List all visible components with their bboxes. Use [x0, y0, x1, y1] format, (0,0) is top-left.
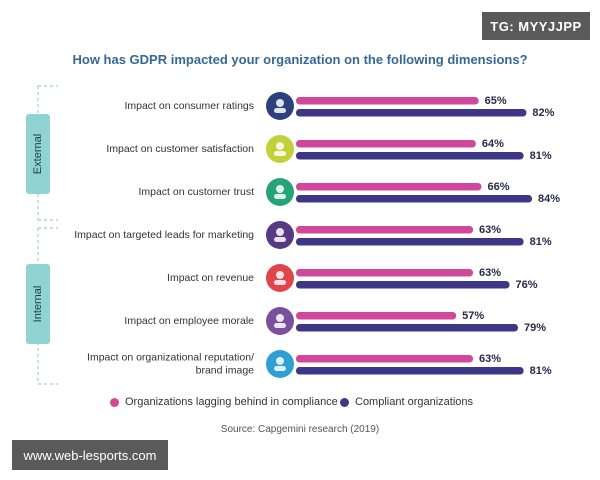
group-label-box — [26, 114, 50, 194]
telegram-badge: TG: MYYJJPP — [482, 12, 590, 40]
bar-value-label: 63% — [479, 224, 501, 236]
bar-value-label: 63% — [479, 267, 501, 279]
category-label: Impact on customer trust — [138, 186, 254, 198]
bar-value-label: 57% — [462, 310, 484, 322]
customer-satisfaction-icon-glyph-head — [276, 142, 284, 150]
bar — [296, 140, 476, 148]
targeted-leads-icon-glyph-head — [276, 228, 284, 236]
category-label: Impact on consumer ratings — [124, 100, 254, 112]
customer-satisfaction-icon-glyph-body — [274, 151, 286, 156]
legend-label-lagging: Organizations lagging behind in complian… — [125, 396, 338, 408]
legend-label-compliant: Compliant organizations — [355, 396, 474, 408]
bar-value-label: 81% — [530, 150, 552, 162]
chart-title: How has GDPR impacted your organization … — [72, 52, 528, 67]
bar — [296, 109, 527, 117]
chart-legend: Organizations lagging behind in complian… — [0, 396, 600, 414]
bar — [296, 183, 482, 191]
legend-item-compliant: Compliant organizations — [340, 396, 473, 408]
bar — [296, 355, 474, 363]
bar — [296, 367, 524, 375]
category-label: Impact on customer satisfaction — [106, 143, 254, 155]
group-label: External — [32, 134, 44, 174]
bar-value-label: 81% — [530, 365, 552, 377]
website-watermark: www.web-lesports.com — [12, 440, 168, 470]
customer-trust-icon-glyph-head — [276, 185, 284, 193]
chart-source: Source: Capgemini research (2019) — [220, 424, 380, 435]
bar-value-label: 76% — [516, 279, 538, 291]
employee-morale-icon-glyph-head — [276, 314, 284, 322]
legend-swatch-compliant — [340, 397, 349, 407]
legend-swatch-lagging — [110, 397, 119, 407]
category-label: brand image — [196, 364, 255, 376]
bar — [296, 269, 474, 277]
consumer-ratings-icon-glyph-head — [276, 99, 284, 107]
group-label: Internal — [32, 286, 44, 323]
bar — [296, 152, 524, 160]
bar — [296, 97, 479, 105]
bar-value-label: 64% — [482, 138, 504, 150]
bar-value-label: 79% — [524, 322, 546, 334]
category-label: Impact on targeted leads for marketing — [74, 229, 254, 241]
targeted-leads-icon-glyph-body — [274, 237, 286, 242]
bar — [296, 195, 533, 203]
consumer-ratings-icon-glyph-body — [274, 108, 286, 113]
bar-value-label: 81% — [530, 236, 552, 248]
employee-morale-icon-glyph-body — [274, 323, 286, 328]
legend-item-lagging: Organizations lagging behind in complian… — [110, 396, 338, 408]
category-label: Impact on revenue — [167, 272, 254, 284]
bar — [296, 324, 518, 332]
bar-value-label: 82% — [532, 107, 554, 119]
bar-value-label: 66% — [487, 181, 509, 193]
group-label-box — [26, 264, 50, 344]
bar-value-label: 84% — [538, 193, 560, 205]
revenue-icon-glyph-head — [276, 271, 284, 279]
revenue-icon-glyph-body — [274, 280, 286, 285]
customer-trust-icon-glyph-body — [274, 194, 286, 199]
bar-value-label: 65% — [485, 95, 507, 107]
reputation-icon-glyph-body — [274, 366, 286, 371]
bar — [296, 312, 457, 320]
reputation-icon-glyph-head — [276, 357, 284, 365]
bar — [296, 281, 510, 289]
bar — [296, 238, 524, 246]
bar — [296, 226, 474, 234]
category-label: Impact on organizational reputation/ — [87, 351, 254, 363]
bar-value-label: 63% — [479, 353, 501, 365]
category-label: Impact on employee morale — [124, 315, 254, 327]
